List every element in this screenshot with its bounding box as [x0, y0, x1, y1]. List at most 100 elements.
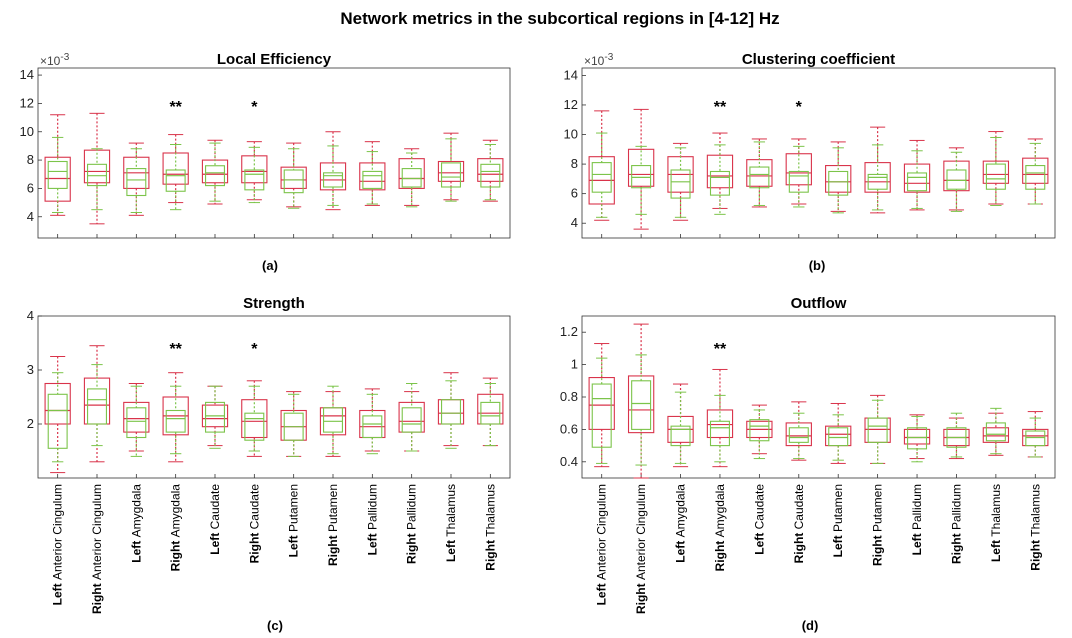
axis-multiplier: ×10-3	[40, 52, 70, 68]
box-green-4	[709, 144, 730, 215]
significance-marker: **	[169, 341, 182, 358]
panel-label: (b)	[809, 258, 826, 273]
category-label-side: Left	[674, 537, 688, 562]
box-green-1	[591, 357, 612, 464]
category-label: Left Pallidum	[365, 484, 379, 555]
box-green-10	[946, 151, 967, 212]
box-iqr	[828, 427, 849, 447]
box-green-9	[362, 393, 383, 455]
category-label-side: Right	[949, 530, 963, 564]
category-label-region: Amygdala	[169, 484, 183, 538]
y-tick-label: 10	[564, 127, 578, 142]
box-green-12	[1025, 142, 1046, 205]
box-iqr	[437, 399, 465, 425]
category-label: Left Thalamus	[444, 484, 458, 562]
box-iqr	[907, 427, 928, 450]
box-green-10	[401, 152, 422, 208]
box-green-1	[47, 136, 68, 213]
category-label-region: Pallidum	[910, 484, 924, 530]
box-iqr	[749, 166, 770, 189]
box-green-10	[401, 383, 422, 452]
box-green-7	[828, 147, 849, 214]
box-iqr	[477, 158, 504, 182]
box-iqr	[205, 401, 225, 433]
box-iqr	[480, 401, 501, 425]
category-label: Right Caudate	[247, 484, 261, 564]
box-iqr	[201, 404, 229, 428]
box-iqr	[87, 388, 107, 425]
box-iqr	[1025, 430, 1046, 447]
box-green-2	[87, 148, 107, 211]
plot-area	[37, 67, 511, 239]
box-iqr	[788, 427, 809, 443]
box-iqr	[83, 149, 111, 184]
category-label-side: Right	[792, 529, 806, 563]
category-label-side: Left	[365, 530, 379, 555]
significance-marker: *	[796, 99, 803, 116]
box-iqr	[627, 148, 655, 187]
significance-marker: **	[169, 99, 182, 116]
box-green-11	[985, 136, 1006, 206]
box-green-7	[283, 393, 304, 457]
box-iqr	[788, 170, 809, 193]
box-iqr	[706, 409, 734, 439]
box-green-7	[828, 414, 849, 461]
box-iqr	[982, 160, 1010, 184]
box-iqr	[47, 160, 68, 189]
figure-title: Network metrics in the subcortical regio…	[340, 9, 779, 28]
category-label: Right Caudate	[792, 484, 806, 564]
category-label: Left Anterior Cingulum	[595, 484, 609, 605]
category-label: Left Amygdala	[129, 484, 143, 563]
category-label: Left Putamen	[287, 484, 301, 557]
box-iqr	[828, 170, 849, 196]
box-iqr	[670, 425, 691, 447]
category-label: Right Anterior Cingulum	[634, 484, 648, 614]
box-red-8	[319, 391, 347, 457]
box-iqr	[982, 427, 1010, 443]
panel-title: Outflow	[791, 295, 847, 312]
box-green-4	[709, 394, 730, 463]
box-iqr	[323, 172, 343, 188]
y-tick-label: 2	[27, 416, 34, 431]
category-label-side: Right	[90, 580, 104, 614]
box-iqr	[87, 163, 107, 187]
box-iqr	[627, 375, 655, 434]
category-label-side: Left	[752, 529, 766, 554]
box-iqr	[205, 165, 225, 187]
box-iqr	[631, 165, 652, 189]
category-label-side: Right	[634, 580, 648, 614]
box-iqr	[867, 173, 888, 190]
category-label-region: Caudate	[247, 484, 261, 530]
y-tick-label: 12	[564, 97, 578, 112]
category-label: Right Pallidum	[405, 484, 419, 564]
category-label-side: Right	[326, 532, 340, 566]
box-green-6	[788, 412, 809, 460]
y-tick-label: 0.6	[560, 421, 578, 436]
category-label-region: Thalamus	[483, 484, 497, 537]
box-iqr	[749, 419, 770, 442]
category-label-side: Right	[871, 532, 885, 566]
y-tick-label: 1	[571, 357, 578, 372]
category-label-region: Caudate	[752, 484, 766, 530]
box-iqr	[706, 154, 734, 189]
box-iqr	[864, 417, 891, 443]
category-label-side: Left	[444, 537, 458, 562]
box-green-4	[165, 385, 186, 455]
box-green-2	[631, 145, 652, 215]
category-label-region: Pallidum	[949, 484, 963, 530]
box-iqr	[591, 383, 612, 448]
box-red-2	[627, 323, 655, 479]
category-label-region: Putamen	[831, 484, 845, 532]
box-red-1	[44, 114, 71, 216]
box-red-8	[319, 131, 347, 211]
category-label-region: Caudate	[792, 484, 806, 530]
box-iqr	[588, 377, 615, 430]
category-label-region: Amygdala	[713, 484, 727, 538]
box-green-9	[907, 150, 928, 209]
category-label: Right Putamen	[326, 484, 340, 566]
category-label-region: Thalamus	[444, 484, 458, 537]
